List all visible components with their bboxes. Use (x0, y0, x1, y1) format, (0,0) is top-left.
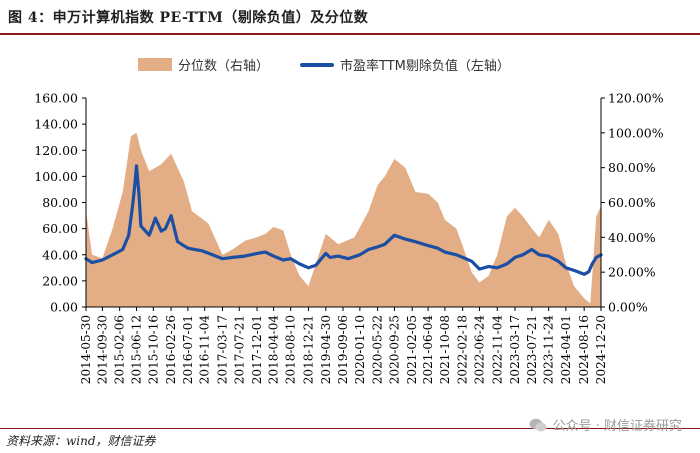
x-tick-label: 2021-02-05 (405, 315, 419, 384)
x-tick-label: 2014-05-30 (79, 315, 93, 384)
legend-label-percentile: 分位数（右轴） (178, 59, 270, 74)
x-tick-label: 2018-08-10 (284, 315, 298, 384)
y-right-tick-label: 20.00% (608, 265, 656, 280)
y-left-tick-label: 100.00 (34, 169, 78, 184)
y-right-tick-label: 60.00% (608, 195, 656, 210)
y-right-tick-label: 40.00% (608, 230, 656, 245)
figure-title: 图 4：申万计算机指数 PE-TTM（剔除负值）及分位数 (8, 10, 369, 26)
wechat-icon (529, 418, 547, 431)
y-left-tick-label: 80.00 (42, 195, 78, 210)
y-left-tick-label: 40.00 (42, 247, 78, 262)
x-tick-label: 2016-07-01 (181, 315, 195, 384)
x-tick-label: 2021-06-04 (421, 315, 435, 385)
legend-swatch-area (138, 58, 172, 71)
y-left-tick-label: 120.00 (34, 143, 78, 158)
legend-item-percentile: 分位数（右轴） (138, 55, 269, 74)
x-tick-label: 2018-12-21 (301, 315, 315, 384)
chart-legend: 分位数（右轴） 市盈率TTM剔除负值（左轴） (0, 55, 700, 77)
x-tick-label: 2015-10-16 (146, 315, 160, 384)
x-tick-label: 2023-07-21 (525, 315, 539, 384)
percentile-area (86, 132, 601, 307)
x-tick-label: 2016-02-26 (164, 315, 178, 384)
y-left-tick-label: 60.00 (42, 221, 78, 236)
x-tick-label: 2022-02-18 (456, 315, 470, 384)
figure-header: 图 4：申万计算机指数 PE-TTM（剔除负值）及分位数 (0, 0, 700, 35)
x-tick-label: 2021-10-08 (438, 315, 452, 384)
y-left-tick-label: 140.00 (34, 117, 78, 132)
x-tick-label: 2023-03-17 (508, 315, 522, 384)
watermark-text: 公众号 · 财信证券研究 (552, 419, 682, 434)
legend-label-pe: 市盈率TTM剔除负值（左轴） (340, 59, 510, 74)
x-tick-label: 2017-07-21 (232, 315, 246, 384)
x-tick-label: 2020-05-22 (371, 315, 385, 384)
x-tick-label: 2017-03-17 (215, 315, 229, 384)
pe-chart: 0.00 20.00 40.00 60.00 80.00 100.00 120.00 140.… (34, 91, 664, 385)
y-left-tick-label: 160.00 (34, 91, 78, 106)
x-tick-label: 2022-11-04 (490, 315, 504, 385)
x-tick-label: 2018-04-04 (267, 315, 281, 385)
y-right-tick-label: 80.00% (608, 160, 656, 175)
y-right-tick-label: 120.00% (608, 91, 664, 106)
x-tick-label: 2023-11-24 (542, 315, 556, 385)
x-tick-label: 2017-12-01 (250, 315, 264, 384)
x-tick-label: 2024-04-01 (559, 315, 573, 384)
x-tick-label: 2024-08-16 (577, 315, 591, 384)
x-tick-label: 2019-09-06 (336, 315, 350, 384)
x-tick-label: 2016-11-04 (198, 315, 212, 385)
title-rule (0, 33, 700, 35)
y-left-tick-label: 20.00 (42, 273, 78, 288)
y-right-tick-label: 100.00% (608, 125, 664, 140)
source-note: 资料来源：wind，财信证券 (6, 434, 156, 448)
y-right-tick-label: 0.00% (608, 300, 648, 315)
legend-swatch-line (300, 62, 334, 67)
x-tick-label: 2015-02-06 (113, 315, 127, 384)
x-tick-label: 2019-04-30 (319, 315, 333, 384)
source-rule (0, 428, 700, 429)
x-tick-label: 2020-01-10 (353, 315, 367, 384)
x-tick-label: 2020-09-25 (387, 315, 401, 384)
x-tick-label: 2024-12-20 (594, 315, 608, 384)
watermark: 公众号 · 财信证券研究 (529, 415, 682, 434)
x-tick-label: 2015-06-12 (129, 315, 143, 384)
x-tick-label: 2014-09-30 (95, 315, 109, 384)
y-left-tick-label: 0.00 (50, 300, 78, 315)
legend-item-pe: 市盈率TTM剔除负值（左轴） (300, 55, 510, 74)
pe-ttm-line (84, 164, 603, 276)
x-tick-label: 2022-06-24 (472, 315, 486, 385)
